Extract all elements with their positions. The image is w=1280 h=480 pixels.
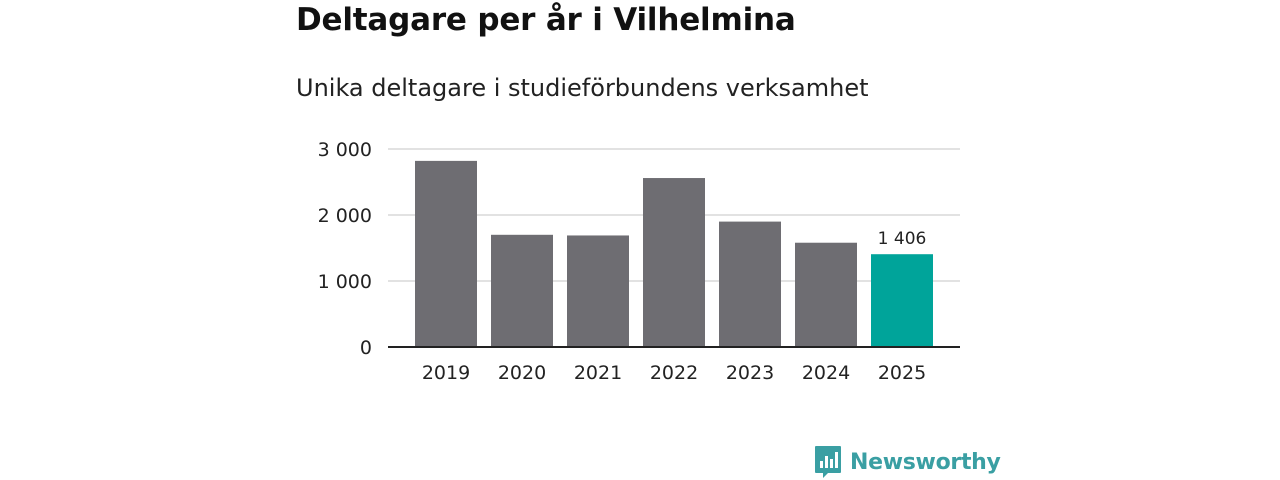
x-tick-label: 2025 bbox=[878, 362, 926, 384]
data-labels: 1 406 bbox=[878, 229, 927, 249]
y-tick-label: 1 000 bbox=[318, 271, 372, 293]
newsworthy-logo: Newsworthy bbox=[814, 445, 1001, 479]
x-tick-label: 2020 bbox=[498, 362, 546, 384]
bar-chart-icon bbox=[815, 446, 841, 478]
chart-title: Deltagare per år i Vilhelmina bbox=[296, 2, 796, 38]
bar-2023 bbox=[719, 221, 781, 347]
y-tick-label: 2 000 bbox=[318, 205, 372, 227]
bar-2020 bbox=[491, 234, 553, 347]
x-tick-label: 2024 bbox=[802, 362, 850, 384]
bar-2025 bbox=[871, 254, 933, 347]
bar-2019 bbox=[415, 160, 477, 347]
x-tick-label: 2021 bbox=[574, 362, 622, 384]
x-tick-label: 2022 bbox=[650, 362, 698, 384]
x-tick-label: 2019 bbox=[422, 362, 470, 384]
bar-2024 bbox=[795, 242, 857, 347]
y-axis-tick-labels: 0 1 000 2 000 3 000 bbox=[318, 139, 372, 359]
y-tick-label: 0 bbox=[360, 337, 372, 359]
data-label: 1 406 bbox=[878, 229, 927, 249]
bar-chart: 0 1 000 2 000 3 000 2019 2020 2021 2022 2023 202… bbox=[318, 139, 960, 384]
bar-2022 bbox=[643, 178, 705, 347]
y-tick-label: 3 000 bbox=[318, 139, 372, 161]
x-tick-label: 2023 bbox=[726, 362, 774, 384]
bars bbox=[415, 160, 933, 347]
x-axis-tick-labels: 2019 2020 2021 2022 2023 2024 2025 bbox=[422, 362, 926, 384]
chart-subtitle: Unika deltagare i studieförbundens verks… bbox=[296, 74, 869, 102]
bar-2021 bbox=[567, 235, 629, 347]
brand-name: Newsworthy bbox=[850, 449, 1001, 475]
